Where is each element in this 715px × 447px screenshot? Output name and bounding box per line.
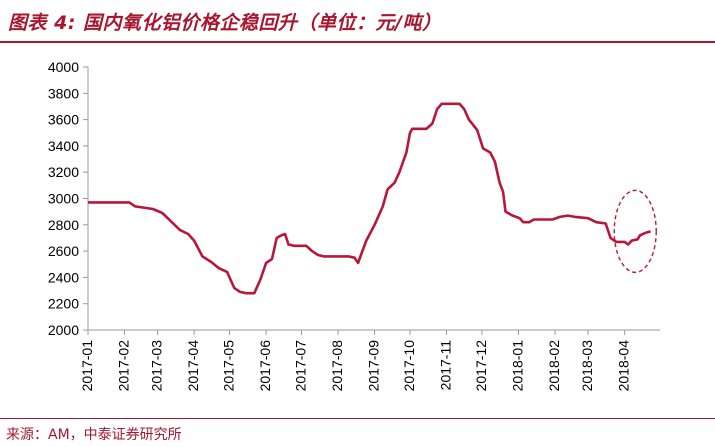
x-tick-label: 2017-06 — [257, 340, 273, 392]
x-tick-label: 2017-12 — [473, 340, 489, 392]
y-tick-label: 3800 — [48, 85, 79, 101]
x-tick-label: 2017-11 — [438, 340, 454, 391]
x-tick-label: 2017-07 — [292, 340, 308, 392]
y-tick-label: 2000 — [48, 322, 79, 338]
x-tick-label: 2017-01 — [79, 340, 95, 392]
footer-divider — [0, 418, 715, 419]
x-tick-label: 2017-09 — [366, 340, 382, 392]
chart-title: 图表 4: 国内氧化铝价格企稳回升（单位：元/吨） — [8, 12, 442, 34]
x-tick-label: 2017-10 — [401, 340, 417, 392]
y-tick-label: 3600 — [48, 112, 79, 128]
highlight-ellipse — [613, 189, 657, 274]
header-divider — [0, 41, 715, 43]
x-tick-label: 2017-05 — [221, 340, 237, 392]
price-series-line — [88, 102, 651, 295]
y-tick-label: 3000 — [48, 191, 79, 207]
y-tick-label: 2600 — [48, 243, 79, 259]
y-tick-label: 4000 — [48, 59, 79, 75]
y-tick-label: 2800 — [48, 217, 79, 233]
x-tick-label: 2018-03 — [579, 340, 595, 392]
y-tick-label: 3200 — [48, 164, 79, 180]
line-chart: 2000 2200 2400 2600 2800 3000 3200 3400 3600 3800… — [48, 59, 660, 392]
y-tick-label: 2400 — [48, 269, 79, 285]
x-tick-label: 2018-02 — [546, 340, 562, 392]
source-note: 来源：AM，中泰证券研究所 — [6, 427, 182, 443]
x-tick-label: 2017-08 — [329, 340, 345, 392]
x-tick-label: 2018-01 — [509, 340, 525, 392]
x-tick-label: 2017-04 — [185, 340, 201, 392]
x-tick-label: 2018-04 — [616, 340, 632, 392]
y-tick-label: 3400 — [48, 138, 79, 154]
y-tick-label: 2200 — [48, 296, 79, 312]
x-tick-label: 2017-02 — [116, 340, 132, 392]
x-tick-label: 2017-03 — [149, 340, 165, 392]
